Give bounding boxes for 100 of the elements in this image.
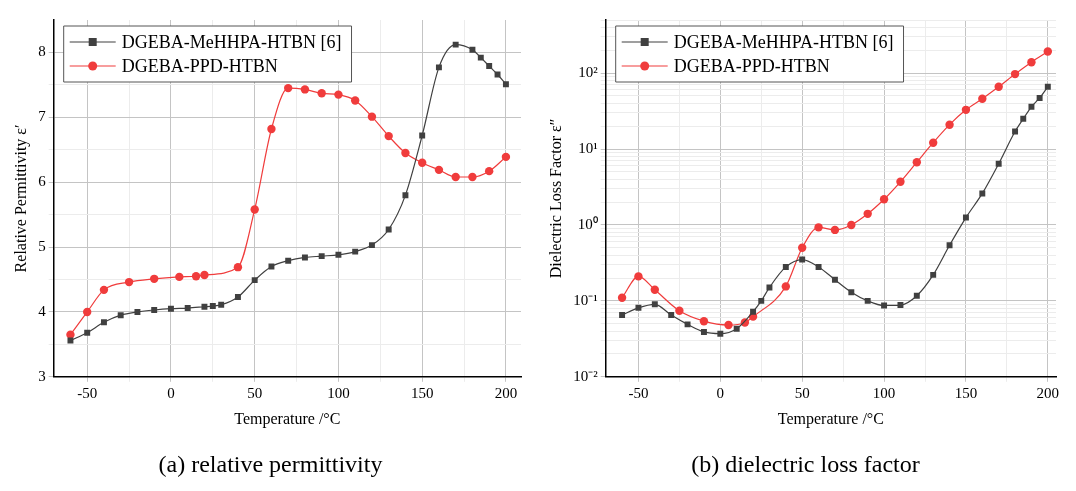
point xyxy=(1036,95,1043,101)
y-tick-label: 8 xyxy=(38,43,46,60)
point xyxy=(847,220,856,230)
point xyxy=(502,81,509,88)
point xyxy=(335,251,342,258)
point xyxy=(134,308,141,315)
point xyxy=(946,242,953,249)
point xyxy=(831,276,838,283)
point xyxy=(896,177,905,186)
point xyxy=(814,223,823,232)
point xyxy=(451,172,460,182)
point xyxy=(979,190,986,197)
x-tick-label: 200 xyxy=(494,384,518,401)
y-tick-label: 10² xyxy=(578,64,599,81)
y-tick-label: 4 xyxy=(38,302,47,319)
y-tick-label: 3 xyxy=(38,367,46,384)
point xyxy=(668,312,675,319)
point xyxy=(209,303,216,310)
x-tick-label: 150 xyxy=(410,384,434,401)
point xyxy=(1028,103,1035,110)
point xyxy=(912,158,922,167)
point xyxy=(200,270,209,280)
y-tick-label: 10⁻¹ xyxy=(573,291,598,308)
point xyxy=(797,243,807,252)
point xyxy=(484,166,494,176)
point xyxy=(635,304,642,311)
x-tick-label: -50 xyxy=(77,384,98,401)
point xyxy=(675,306,684,315)
legend-label: DGEBA-MeHHPA-HTBN [6] xyxy=(121,31,342,52)
point xyxy=(486,63,493,70)
point xyxy=(799,256,806,263)
point xyxy=(724,320,733,330)
point xyxy=(651,301,658,308)
point xyxy=(300,85,310,94)
point xyxy=(184,305,191,312)
x-tick-label: 100 xyxy=(872,384,896,401)
point xyxy=(758,297,765,304)
point xyxy=(468,172,477,182)
point xyxy=(175,272,184,282)
point xyxy=(233,262,243,272)
point xyxy=(864,297,871,304)
point xyxy=(994,82,1003,91)
point xyxy=(150,274,159,284)
point xyxy=(863,209,872,219)
point xyxy=(234,294,241,300)
point xyxy=(650,285,660,294)
point xyxy=(733,325,740,332)
point xyxy=(317,89,326,98)
text: (b) dielectric loss factor xyxy=(691,451,920,478)
point xyxy=(879,195,889,204)
point xyxy=(99,285,109,295)
y-tick-label: 10⁰ xyxy=(577,215,598,232)
x-tick-label: 200 xyxy=(1036,384,1060,401)
text: (a) relative permittivity xyxy=(158,451,383,478)
point xyxy=(477,54,484,61)
point xyxy=(700,328,707,335)
point xyxy=(301,254,308,261)
point xyxy=(401,148,410,158)
point xyxy=(350,96,360,105)
point xyxy=(928,138,938,147)
y-tick-label: 10¹ xyxy=(578,139,598,156)
x-tick-label: 50 xyxy=(794,384,810,401)
point xyxy=(962,214,969,221)
x-tick-label: 0 xyxy=(716,384,725,401)
point xyxy=(402,192,409,199)
point xyxy=(218,301,225,308)
point xyxy=(913,292,920,299)
point xyxy=(978,94,987,103)
point xyxy=(435,64,442,71)
y-axis-title: Dielectric Loss Factor ε″ xyxy=(546,118,564,279)
point xyxy=(285,257,292,264)
point xyxy=(201,303,208,310)
point xyxy=(782,263,789,270)
point xyxy=(617,293,627,302)
point xyxy=(100,319,107,326)
x-tick-label: 100 xyxy=(327,384,350,401)
point xyxy=(167,305,174,312)
point xyxy=(191,272,201,281)
y-tick-label: 7 xyxy=(38,108,47,125)
point xyxy=(1020,115,1027,122)
point xyxy=(334,90,343,99)
point xyxy=(83,307,92,317)
point xyxy=(501,152,511,162)
point xyxy=(251,277,258,284)
point xyxy=(84,329,91,336)
legend-label: DGEBA-PPD-HTBN xyxy=(673,55,830,76)
point xyxy=(124,277,134,287)
point xyxy=(1044,83,1051,90)
point xyxy=(267,124,276,134)
y-tick-label: 6 xyxy=(38,173,47,190)
point xyxy=(930,271,937,278)
x-axis-title: Temperature /°C xyxy=(777,409,884,428)
y-axis-title: Relative Permittivity ε′ xyxy=(11,124,30,273)
point xyxy=(961,105,971,115)
point xyxy=(367,112,377,121)
point xyxy=(368,242,375,249)
point xyxy=(385,226,392,233)
legend-label: DGEBA-PPD-HTBN xyxy=(121,55,278,76)
x-tick-label: 150 xyxy=(954,384,978,401)
point xyxy=(781,282,791,291)
